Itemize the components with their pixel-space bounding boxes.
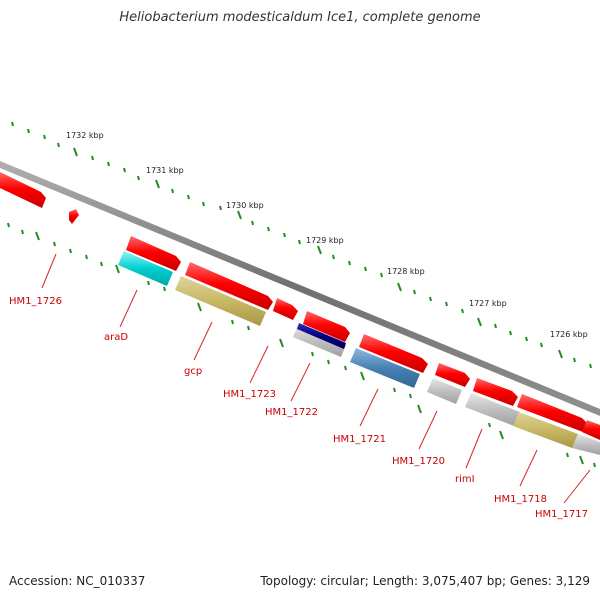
accession-label: Accession: NC_010337 (9, 574, 146, 588)
gene-label: HM1_1721 (333, 434, 386, 445)
gene-arrow (126, 236, 181, 271)
inner-tick-ring (7, 222, 596, 468)
genome-summary: Topology: circular; Length: 3,075,407 bp… (260, 574, 590, 588)
gene-label: HM1_1722 (265, 407, 318, 418)
gene-label: gcp (184, 366, 202, 377)
gene-box (572, 434, 600, 455)
label-connectors (41, 253, 591, 504)
genome-backbone (0, 161, 600, 416)
gene-label: rimI (455, 474, 475, 485)
reverse-strand-genes (118, 251, 600, 455)
gene-box (513, 412, 578, 448)
gene-box (175, 276, 266, 326)
gene-arrow (273, 298, 298, 320)
gene-label: HM1_1717 (535, 509, 588, 520)
gene-box (297, 323, 346, 349)
gene-box (427, 378, 462, 404)
scale-labels: 1732 kbp 1731 kbp 1730 kbp 1729 kbp 1728… (66, 131, 588, 339)
gene-arrow (582, 420, 600, 440)
gene-box (350, 348, 420, 388)
gene-arrow (359, 334, 428, 373)
gene-arrow (0, 172, 46, 208)
gene-arrow (517, 394, 588, 432)
gene-box (118, 251, 173, 286)
scale-label: 1730 kbp (226, 201, 264, 210)
gene-arrow (185, 262, 273, 310)
gene-arrow (69, 209, 79, 224)
gene-label: HM1_1720 (392, 456, 445, 467)
gene-labels: HM1_1726 araD gcp HM1_1723 HM1_1722 HM1_… (9, 296, 588, 520)
gene-label: HM1_1718 (494, 494, 547, 505)
gene-label: araD (104, 332, 128, 343)
gene-arrow (435, 363, 470, 387)
gene-box (293, 325, 346, 357)
outer-tick-ring (11, 121, 592, 369)
scale-label: 1726 kbp (550, 330, 588, 339)
map-title: Heliobacterium modesticaldum Ice1, compl… (119, 10, 481, 25)
forward-strand-genes (0, 172, 600, 440)
gene-box (465, 393, 520, 426)
scale-label: 1729 kbp (306, 236, 344, 245)
scale-label: 1731 kbp (146, 166, 184, 175)
scale-label: 1732 kbp (66, 131, 104, 140)
scale-label: 1728 kbp (387, 267, 425, 276)
gene-label: HM1_1726 (9, 296, 62, 307)
gene-arrow (473, 378, 518, 406)
gene-label: HM1_1723 (223, 389, 276, 400)
scale-label: 1727 kbp (469, 299, 507, 308)
gene-arrow (303, 311, 350, 342)
